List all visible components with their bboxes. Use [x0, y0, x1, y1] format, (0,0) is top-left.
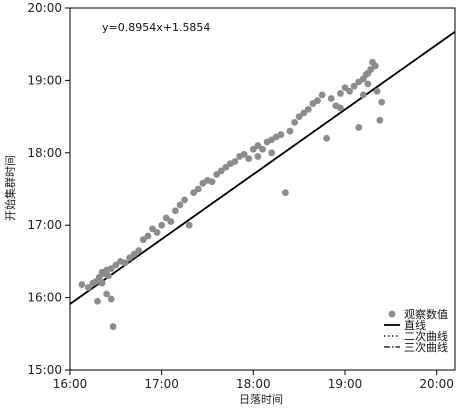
data-point: [327, 95, 335, 102]
data-point: [259, 145, 266, 153]
x-tick-label: 20:00: [419, 377, 454, 391]
legend-label: 三次曲线: [404, 340, 448, 354]
data-point: [176, 201, 184, 209]
data-point: [371, 62, 379, 70]
data-point: [112, 261, 120, 269]
data-point: [295, 113, 303, 120]
legend-label: 直线: [404, 318, 426, 332]
data-point: [376, 116, 384, 124]
data-point: [213, 171, 221, 178]
y-axis-title: 开始集群时间: [3, 155, 17, 221]
data-point: [364, 80, 372, 88]
axes: 16:00 17:00 18:00 19:00 20:0015:0016:0017:00…: [27, 1, 456, 391]
data-point: [304, 105, 312, 113]
data-point: [94, 297, 101, 305]
data-layer: [70, 30, 455, 330]
data-point: [254, 142, 262, 149]
data-point: [222, 163, 230, 171]
data-point: [341, 84, 349, 92]
data-point: [359, 91, 367, 99]
data-point: [337, 104, 344, 112]
data-point: [286, 127, 294, 135]
data-point: [300, 109, 308, 117]
data-point: [78, 281, 86, 288]
data-point: [107, 295, 115, 303]
legend-label: 观察数值: [404, 307, 448, 321]
data-point: [314, 97, 321, 105]
legend-marker-points: [388, 310, 396, 318]
data-point: [109, 323, 117, 330]
data-point: [337, 90, 344, 97]
data-point: [162, 214, 170, 222]
x-axis-title: 日落时间: [239, 393, 283, 406]
data-point: [378, 98, 386, 106]
data-point: [268, 149, 276, 157]
data-point: [254, 153, 262, 160]
y-tick-label: 19:00: [27, 73, 62, 87]
data-point: [190, 189, 198, 197]
legend-label: 二次曲线: [404, 329, 448, 343]
y-tick-label: 16:00: [27, 291, 62, 305]
data-point: [95, 273, 103, 281]
data-point: [355, 124, 363, 131]
data-point: [139, 236, 147, 244]
data-point: [245, 155, 253, 162]
data-point: [135, 247, 143, 254]
data-point: [323, 134, 331, 142]
data-point: [107, 265, 115, 273]
x-tick-label: 16:00: [53, 377, 88, 391]
data-point: [350, 82, 358, 90]
data-point: [185, 221, 193, 229]
data-point: [367, 66, 375, 73]
data-point: [291, 118, 298, 126]
data-point: [277, 131, 285, 139]
x-tick-label: 18:00: [236, 377, 271, 391]
data-point: [208, 178, 216, 186]
x-tick-label: 17:00: [144, 377, 179, 391]
data-point: [103, 290, 111, 298]
fit-line-3: [70, 31, 455, 305]
y-tick-label: 17:00: [27, 218, 62, 232]
y-tick-label: 20:00: [27, 1, 62, 15]
data-point: [318, 91, 326, 99]
y-tick-label: 18:00: [27, 146, 62, 160]
data-point: [194, 185, 202, 193]
data-point: [217, 167, 225, 175]
data-point: [130, 250, 138, 258]
data-point: [346, 87, 353, 95]
data-point: [249, 145, 257, 153]
plot-frame: [69, 7, 456, 371]
data-point: [105, 272, 112, 280]
data-point: [373, 87, 381, 95]
data-point: [144, 232, 152, 240]
data-point: [153, 229, 161, 236]
data-point: [181, 196, 188, 204]
data-point: [282, 189, 289, 197]
data-point: [172, 207, 179, 215]
x-tick-label: 19:00: [328, 377, 363, 391]
data-point: [126, 254, 133, 262]
data-point: [98, 279, 106, 287]
data-point: [231, 158, 239, 165]
data-point: [158, 221, 166, 229]
regression-equation: y=0.8954x+1.5854: [102, 21, 210, 34]
data-point: [84, 284, 92, 291]
y-tick-label: 15:00: [27, 363, 62, 377]
data-point: [240, 150, 248, 158]
data-point: [121, 259, 129, 267]
data-point: [149, 225, 156, 233]
data-point: [167, 218, 175, 225]
